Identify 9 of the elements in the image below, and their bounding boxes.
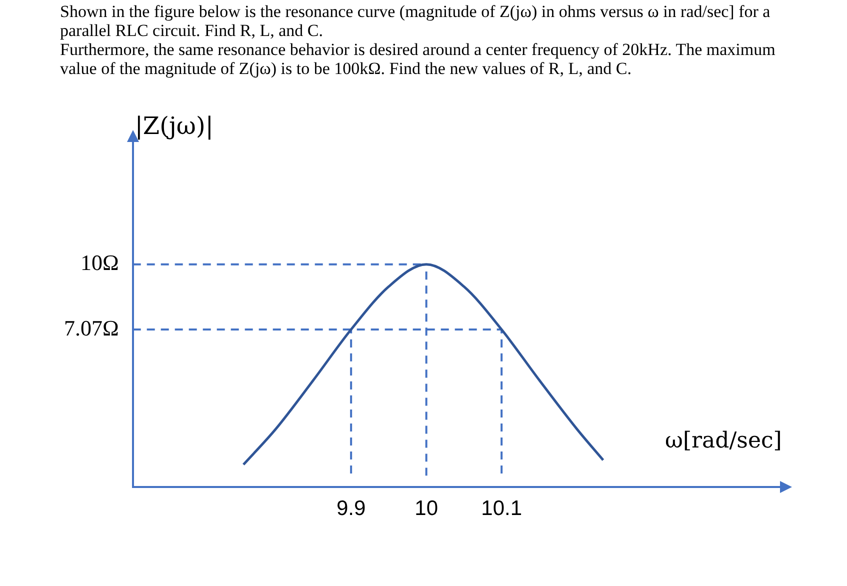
chart-title: Shown in the figure below is the resonance curve (magnitude of Z(jω) in ohms versus ω in rad/sec] for a parallel RLC circuit. Find R, L, and C. [60, 2, 772, 40]
x-tick-label: 9.9 [336, 497, 366, 520]
y-axis-title: |Z(jω)| [134, 112, 214, 140]
y-tick-label: 7.07Ω [64, 315, 119, 340]
x-tick-label: 10.1 [481, 497, 522, 520]
chart-subtitle: Furthermore, the same resonance behavior is desired around a center frequency of 20kHz. The maximum value of the magnitude of Z(jω) is to be 100kΩ. Find the new values of R, L, and C. [60, 40, 776, 78]
x-axis-title: ω[rad/sec] [665, 428, 782, 454]
y-tick-label: 10Ω [80, 250, 119, 276]
x-tick-label: 10 [414, 497, 438, 520]
